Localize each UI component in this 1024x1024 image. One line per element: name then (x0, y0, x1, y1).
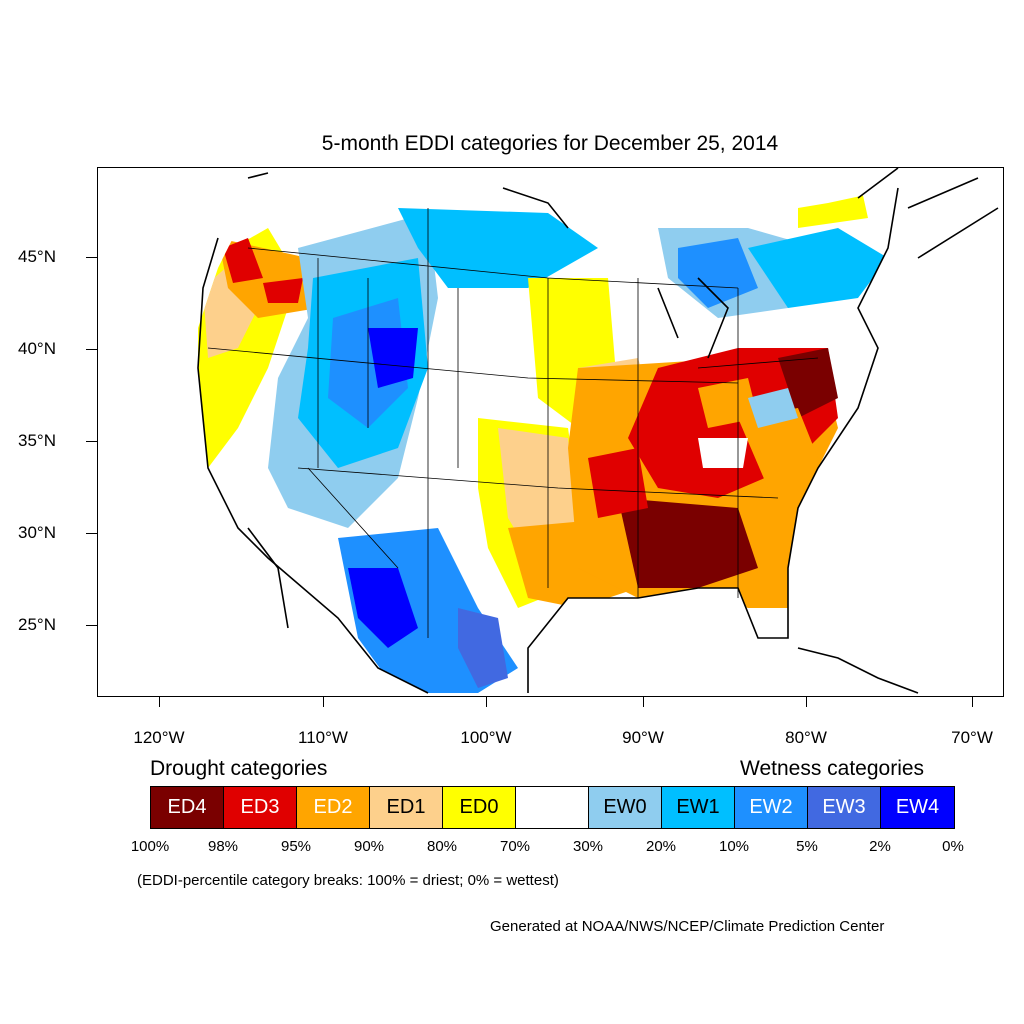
credit-line: Generated at NOAA/NWS/NCEP/Climate Predi… (490, 918, 885, 935)
lon-tick (643, 697, 644, 707)
eddi-map (97, 167, 1004, 697)
lon-label-120: 120°W (133, 728, 185, 747)
percent-break-label: 95% (280, 838, 312, 855)
lon-label-100: 100°W (460, 728, 512, 747)
legend-cell-ed0: ED0 (443, 787, 516, 828)
lat-label-35: 35°N (18, 431, 56, 450)
legend-cell-ed3: ED3 (224, 787, 297, 828)
lat-label-45: 45°N (18, 247, 56, 266)
percent-break-label: 98% (207, 838, 239, 855)
legend-cell-ew4: EW4 (881, 787, 954, 828)
lat-label-25: 25°N (18, 615, 56, 634)
lon-label-110: 110°W (298, 728, 348, 747)
lon-tick (486, 697, 487, 707)
percent-break-label: 70% (499, 838, 531, 855)
legend-cell-ed4: ED4 (151, 787, 224, 828)
percent-break-label: 0% (942, 838, 964, 855)
category-note: (EDDI-percentile category breaks: 100% =… (137, 872, 559, 889)
percent-break-label: 10% (718, 838, 750, 855)
lat-label-40: 40°N (18, 339, 56, 358)
category-fill (198, 173, 898, 693)
map-title: 5-month EDDI categories for December 25,… (321, 132, 779, 155)
lat-tick (86, 349, 97, 350)
percent-break-label: 2% (869, 838, 891, 855)
lon-label-80: 80°W (785, 728, 827, 747)
lat-label-30: 30°N (18, 523, 56, 542)
lon-label-70: 70°W (951, 728, 993, 747)
percent-break-label: 90% (353, 838, 385, 855)
lon-tick (159, 697, 160, 707)
legend-cell-ew3: EW3 (808, 787, 881, 828)
lon-tick (972, 697, 973, 707)
legend-cell-ew2: EW2 (735, 787, 808, 828)
wetness-heading: Wetness categories (740, 757, 925, 780)
lat-tick (86, 257, 97, 258)
legend-cell-ew0: EW0 (589, 787, 662, 828)
legend-cell-ew1: EW1 (662, 787, 735, 828)
drought-heading: Drought categories (150, 757, 328, 780)
percent-break-label: 80% (426, 838, 458, 855)
lat-tick (86, 625, 97, 626)
legend-cell-ed1: ED1 (370, 787, 443, 828)
lon-tick (806, 697, 807, 707)
legend-cell-neutral (516, 787, 589, 828)
lon-tick (323, 697, 324, 707)
percent-break-label: 30% (572, 838, 604, 855)
percent-break-label: 20% (645, 838, 677, 855)
lat-tick (86, 533, 97, 534)
lon-label-90: 90°W (622, 728, 664, 747)
map-canvas (197, 168, 999, 694)
lat-tick (86, 441, 97, 442)
percent-break-label: 5% (796, 838, 818, 855)
coastlines (197, 168, 999, 694)
legend-cell-ed2: ED2 (297, 787, 370, 828)
state-boundaries (207, 208, 819, 638)
percent-break-label: 100% (130, 838, 170, 855)
legend-colorbar: ED4 ED3 ED2 ED1 ED0 EW0 EW1 EW2 EW3 EW4 (150, 786, 955, 829)
